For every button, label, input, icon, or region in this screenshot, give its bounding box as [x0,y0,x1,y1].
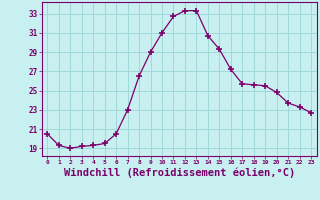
X-axis label: Windchill (Refroidissement éolien,°C): Windchill (Refroidissement éolien,°C) [64,168,295,178]
